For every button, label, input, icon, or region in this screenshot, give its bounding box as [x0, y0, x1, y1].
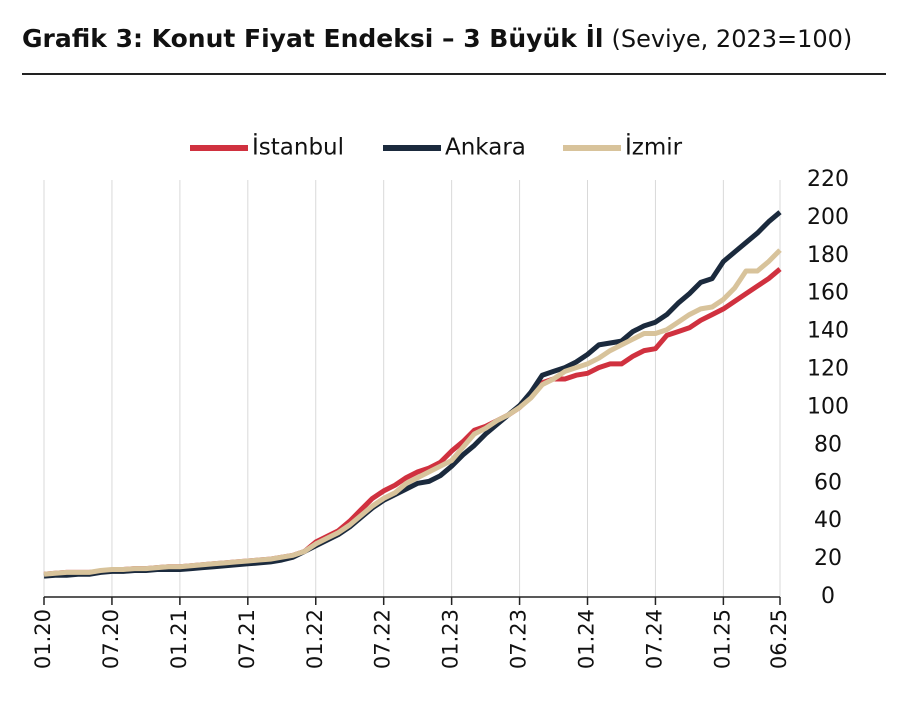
- x-tick-label: 07.22: [371, 609, 395, 669]
- x-tick-label: 01.24: [575, 609, 599, 669]
- series-line: [43, 248, 782, 577]
- x-tick-label: 01.22: [303, 609, 327, 669]
- x-tick-label: 06.25: [767, 609, 791, 669]
- chart-title: Grafik 3: Konut Fiyat Endeksi – 3 Büyük …: [22, 23, 603, 53]
- x-tick-label: 01.25: [710, 609, 734, 669]
- y-tick-label: 0: [821, 584, 835, 609]
- x-tick-label: 07.23: [507, 609, 531, 669]
- y-tick-label: 220: [807, 167, 849, 192]
- legend-label: İzmir: [625, 133, 683, 161]
- y-tick-label: 180: [807, 243, 849, 268]
- legend-label: İstanbul: [252, 133, 344, 161]
- y-tick-label: 140: [807, 319, 849, 344]
- x-tick-label: 07.21: [235, 609, 259, 669]
- y-tick-label: 120: [807, 357, 849, 382]
- y-tick-label: 200: [807, 205, 849, 230]
- x-tick-label: 01.20: [31, 609, 55, 669]
- y-tick-label: 80: [814, 432, 842, 457]
- chart-subtitle: (Seviye, 2023=100): [611, 25, 852, 53]
- x-tick-label: 01.21: [167, 609, 191, 669]
- y-tick-label: 20: [814, 546, 842, 571]
- legend-label: Ankara: [445, 135, 526, 161]
- series-line: [43, 210, 782, 579]
- x-tick-label: 07.20: [99, 609, 123, 669]
- x-tick-label: 07.24: [642, 609, 666, 669]
- x-tick-label: 01.23: [439, 609, 463, 669]
- y-tick-label: 160: [807, 281, 849, 306]
- y-tick-label: 60: [814, 470, 842, 495]
- y-tick-label: 100: [807, 394, 849, 419]
- y-tick-label: 40: [814, 508, 842, 533]
